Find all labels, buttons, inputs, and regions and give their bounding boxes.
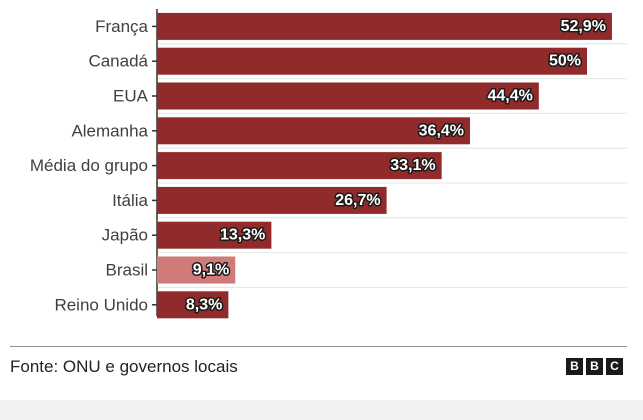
category-label: Alemanha (71, 121, 148, 140)
data-label: 33,1% (390, 157, 435, 174)
data-label: 52,9% (561, 18, 606, 35)
bar (157, 82, 539, 110)
bar (157, 186, 387, 214)
category-label: Canadá (88, 52, 148, 71)
bar (157, 291, 229, 319)
bar (157, 221, 272, 249)
category-label: Brasil (105, 261, 148, 280)
category-label: Média do grupo (30, 156, 148, 175)
data-label: 36,4% (419, 122, 464, 139)
category-label: Reino Unido (54, 295, 148, 314)
bar-chart: França 52,9% Canadá 50% EUA 44,4% Alemanha 36,4… (30, 9, 627, 319)
category-label: Itália (112, 191, 148, 210)
logo-letter-3: C (606, 358, 623, 375)
data-label: 26,7% (335, 192, 380, 209)
logo-letter-1: B (566, 358, 583, 375)
bbc-logo: B B C (566, 358, 623, 375)
bar (157, 256, 236, 284)
bar (157, 12, 612, 40)
data-label: 13,3% (220, 227, 265, 244)
category-label: EUA (113, 87, 149, 106)
bar (157, 152, 442, 180)
data-label: 9,1% (193, 262, 229, 279)
category-label: Japão (102, 226, 148, 245)
logo-letter-2: B (586, 358, 603, 375)
data-label: 44,4% (487, 88, 532, 105)
source-note: Fonte: ONU e governos locais (10, 357, 238, 376)
footer-divider (10, 346, 627, 347)
data-label: 50% (549, 53, 581, 70)
bar (157, 47, 587, 75)
bottom-strip (0, 400, 643, 420)
data-label: 8,3% (186, 296, 222, 313)
bar (157, 117, 471, 145)
category-label: França (95, 17, 148, 36)
